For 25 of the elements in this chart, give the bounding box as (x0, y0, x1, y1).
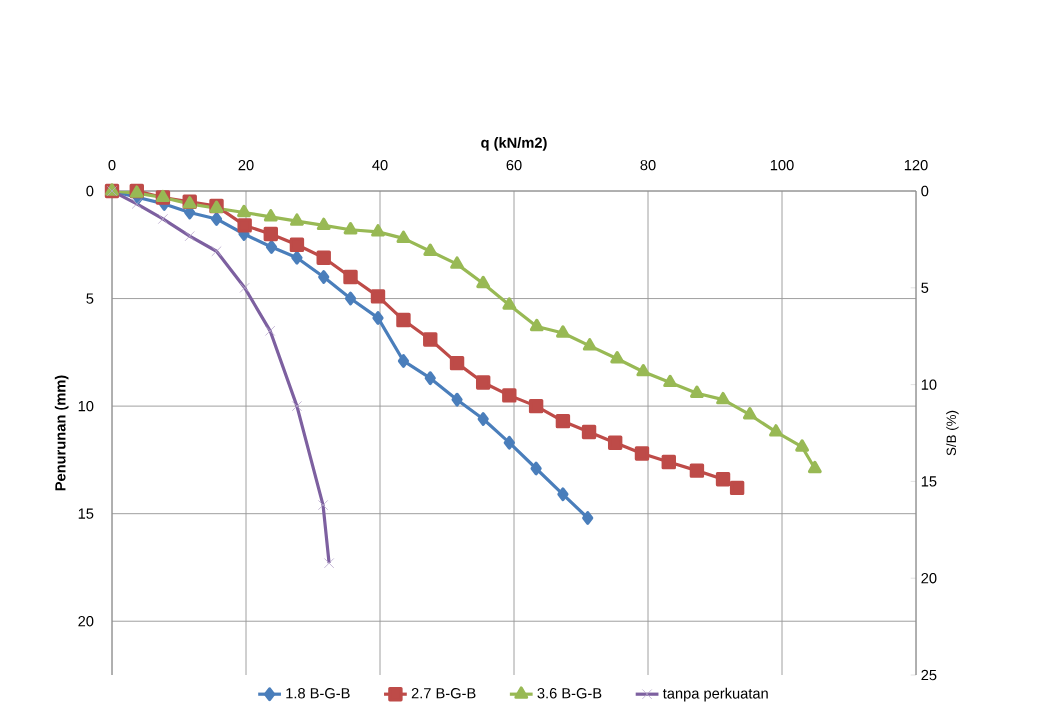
y2-tick-label: 0 (921, 185, 929, 197)
x-tick-label: 100 (770, 159, 794, 171)
y2-tick-label: 5 (921, 282, 929, 293)
y-tick-label: 15 (78, 508, 94, 519)
x-tick-label: 0 (108, 159, 116, 171)
y2-tick-label: 25 (921, 669, 937, 681)
y2-tick-label: 20 (921, 573, 937, 584)
y-tick-label: 5 (86, 293, 94, 304)
x-tick-label: 40 (372, 159, 388, 171)
legend-label: 3.6 B-G-B (537, 688, 602, 699)
x-axis-title: q (kN/m2) (481, 137, 547, 151)
y2-tick-label: 15 (921, 476, 937, 487)
y-tick-label: 10 (78, 400, 94, 412)
x-tick-label: 120 (904, 159, 928, 171)
y-tick-label: 20 (78, 616, 94, 627)
x-tick-label: 80 (640, 159, 656, 171)
y2-tick-label: 10 (921, 379, 937, 390)
legend-label: 2.7 B-G-B (411, 688, 476, 699)
y-tick-label: 0 (86, 185, 94, 197)
y2-axis-title: S/B (%) (946, 410, 959, 456)
legend-label: tanpa perkuatan (662, 687, 768, 702)
y-axis-title: Penurunan (mm) (54, 375, 69, 491)
legend-label: 1.8 B-G-B (286, 688, 350, 699)
x-tick-label: 20 (238, 159, 254, 171)
x-tick-label: 60 (506, 159, 522, 171)
